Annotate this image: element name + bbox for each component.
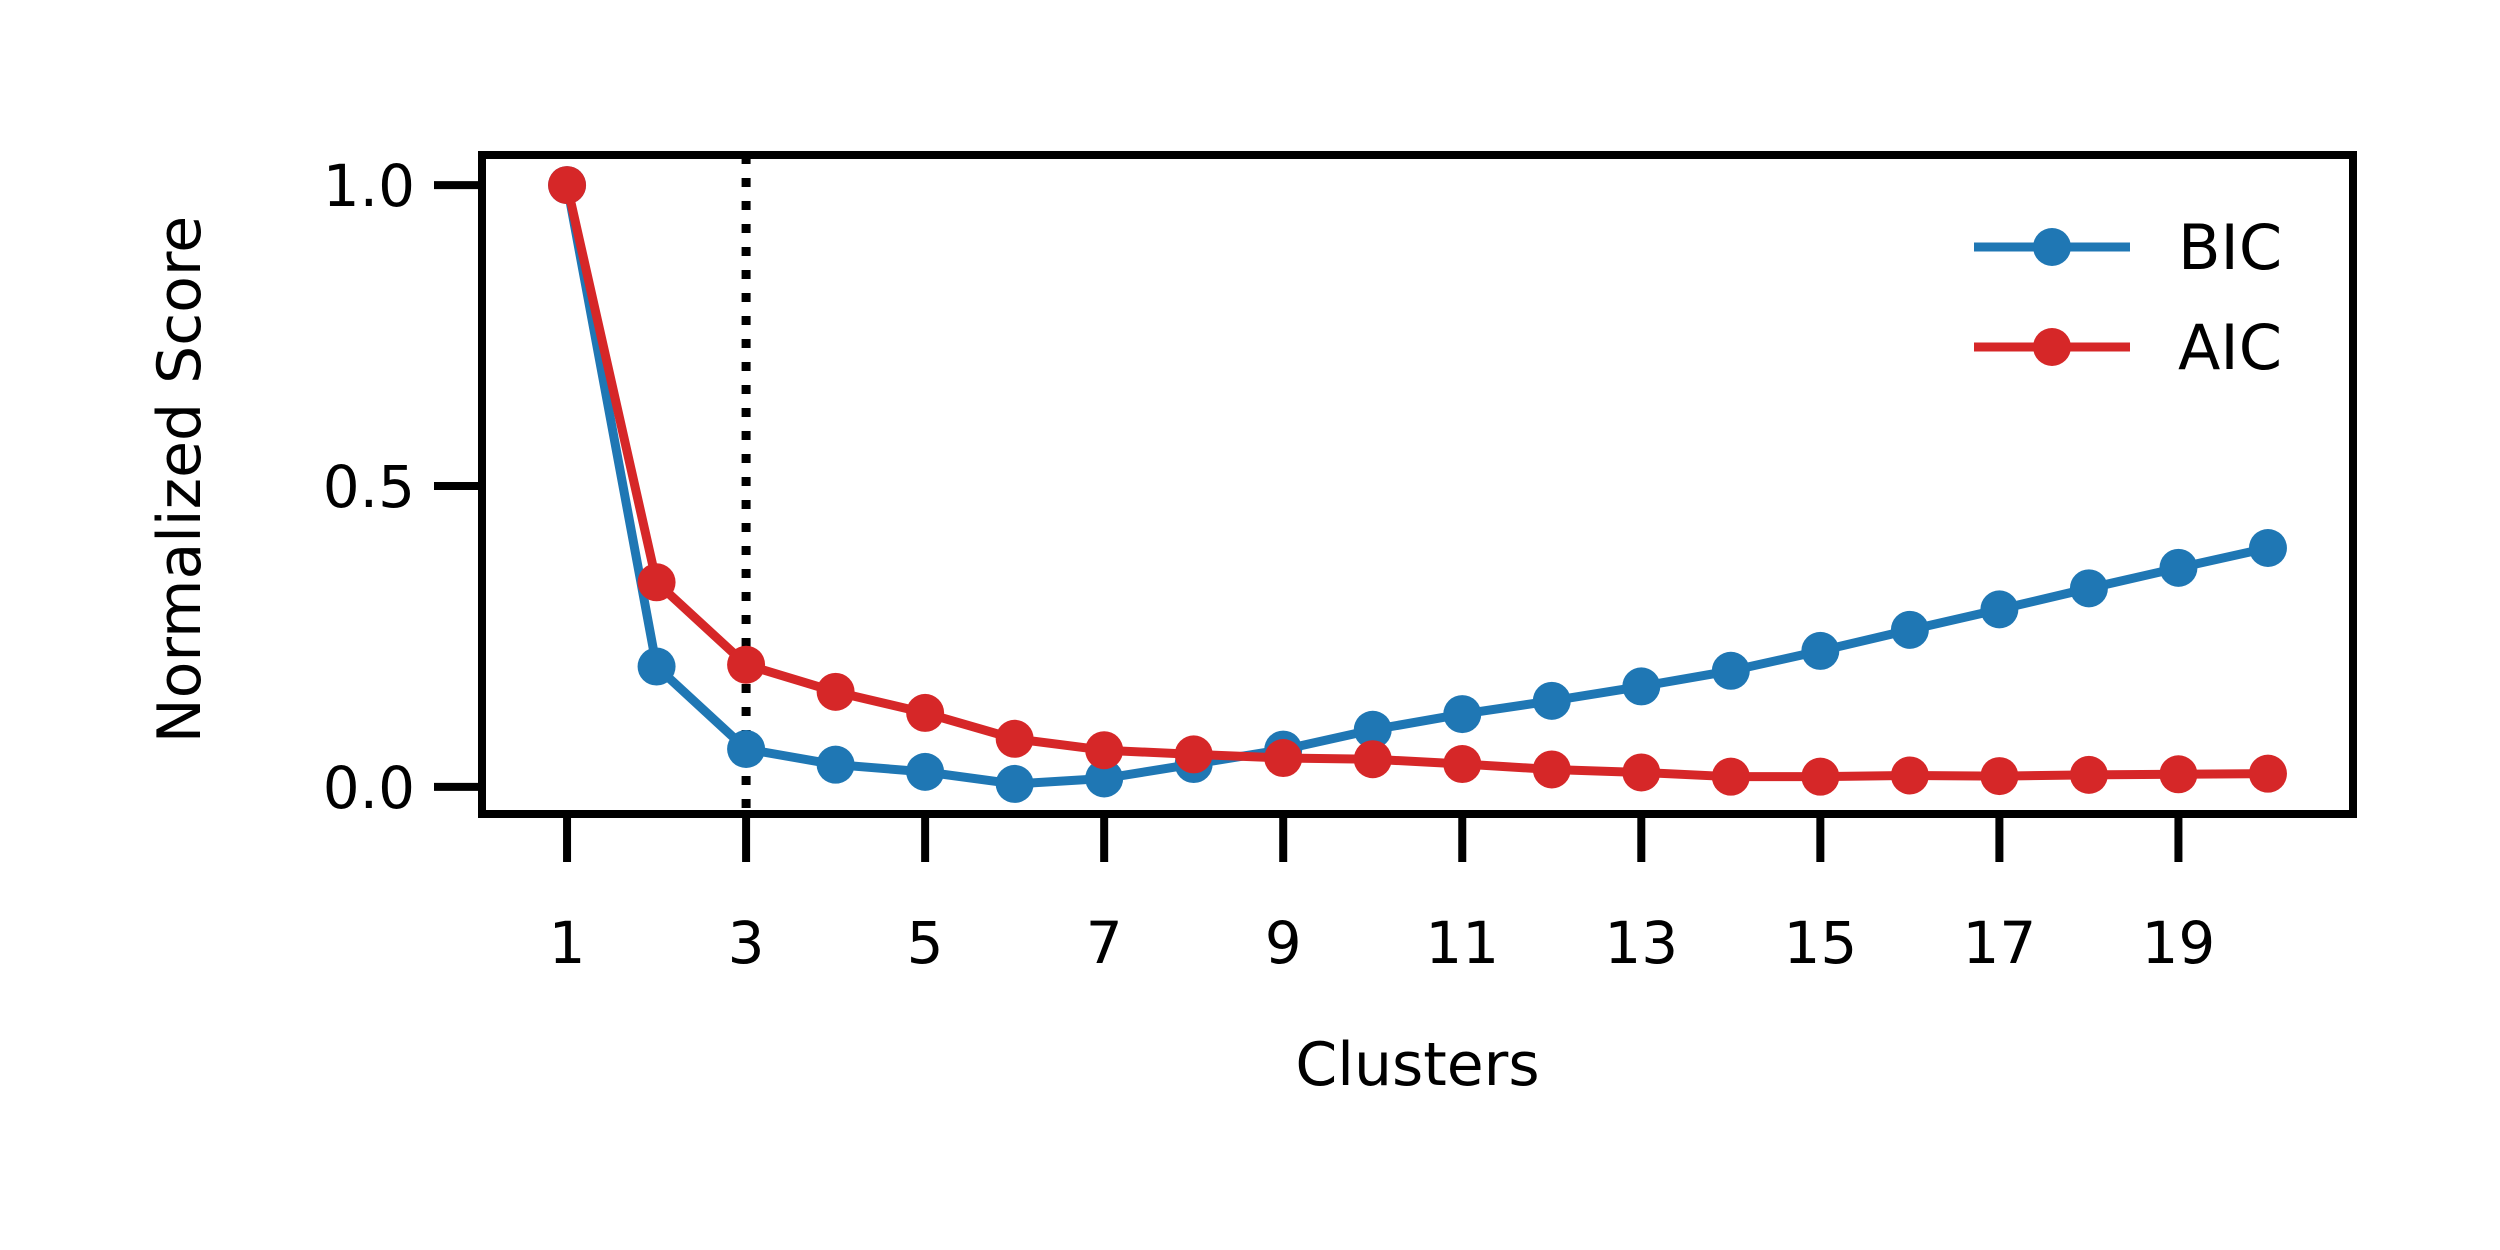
data-point-bic	[1980, 590, 2019, 629]
data-point-aic	[2069, 755, 2108, 794]
data-point-aic	[1174, 735, 1213, 774]
data-point-bic	[1801, 631, 1840, 670]
data-point-aic	[1890, 756, 1929, 795]
data-point-aic	[816, 672, 855, 711]
series-layer	[548, 166, 2287, 803]
data-point-aic	[1353, 740, 1392, 779]
data-point-bic	[637, 647, 676, 686]
x-tick-label: 15	[1783, 909, 1857, 977]
series-aic	[548, 166, 2287, 796]
y-tick-label: 1.0	[323, 152, 415, 220]
data-point-bic	[1532, 681, 1571, 720]
x-tick-label: 11	[1425, 909, 1499, 977]
legend-marker	[2033, 228, 2071, 266]
data-point-aic	[1622, 753, 1661, 792]
data-point-bic	[727, 730, 766, 769]
data-point-bic	[2069, 569, 2108, 608]
data-point-bic	[2159, 548, 2198, 587]
data-point-aic	[637, 563, 676, 602]
legend-item-aic: AIC	[1974, 311, 2282, 384]
legend-label: BIC	[2178, 211, 2282, 284]
y-tick-label: 0.5	[323, 453, 415, 521]
x-tick-label: 1	[549, 909, 586, 977]
data-point-bic	[1443, 695, 1482, 734]
y-axis-label: Normalized Score	[145, 216, 215, 743]
data-point-bic	[1622, 667, 1661, 706]
legend-label: AIC	[2178, 311, 2282, 384]
x-tick-label: 19	[2142, 909, 2216, 977]
x-tick-label: 5	[907, 909, 944, 977]
series-bic	[548, 166, 2287, 803]
data-point-aic	[1532, 750, 1571, 789]
data-point-bic	[1085, 759, 1124, 798]
x-tick-label: 13	[1604, 909, 1678, 977]
data-point-aic	[548, 166, 587, 205]
data-point-aic	[1711, 757, 1750, 796]
data-point-aic	[1443, 745, 1482, 784]
legend: BIC AIC	[1974, 211, 2282, 384]
plot-frame	[478, 151, 2357, 818]
data-point-bic	[995, 764, 1034, 803]
legend-marker	[2033, 328, 2071, 366]
x-tick-label: 7	[1086, 909, 1123, 977]
data-point-aic	[1264, 739, 1303, 778]
data-point-aic	[1085, 731, 1124, 770]
y-tick-label: 0.0	[323, 754, 415, 822]
data-point-aic	[906, 693, 945, 732]
data-point-aic	[2248, 754, 2287, 793]
x-tick-label: 3	[728, 909, 765, 977]
legend-item-bic: BIC	[1974, 211, 2282, 284]
x-tick-label: 17	[1962, 909, 2036, 977]
ticks-layer: 1 3 5 7 9 11 13 15 17 190.00.51.0	[323, 152, 2216, 977]
data-point-aic	[1980, 757, 2019, 796]
data-point-bic	[1711, 651, 1750, 690]
data-point-aic	[995, 719, 1034, 758]
data-point-aic	[727, 645, 766, 684]
data-point-bic	[816, 745, 855, 784]
data-point-bic	[906, 752, 945, 791]
data-point-bic	[2248, 528, 2287, 567]
data-point-aic	[1801, 757, 1840, 796]
data-point-bic	[1890, 610, 1929, 649]
data-point-aic	[2159, 755, 2198, 794]
x-tick-label: 9	[1265, 909, 1302, 977]
data-point-bic	[1353, 710, 1392, 749]
x-axis-label: Clusters	[1295, 1030, 1539, 1100]
